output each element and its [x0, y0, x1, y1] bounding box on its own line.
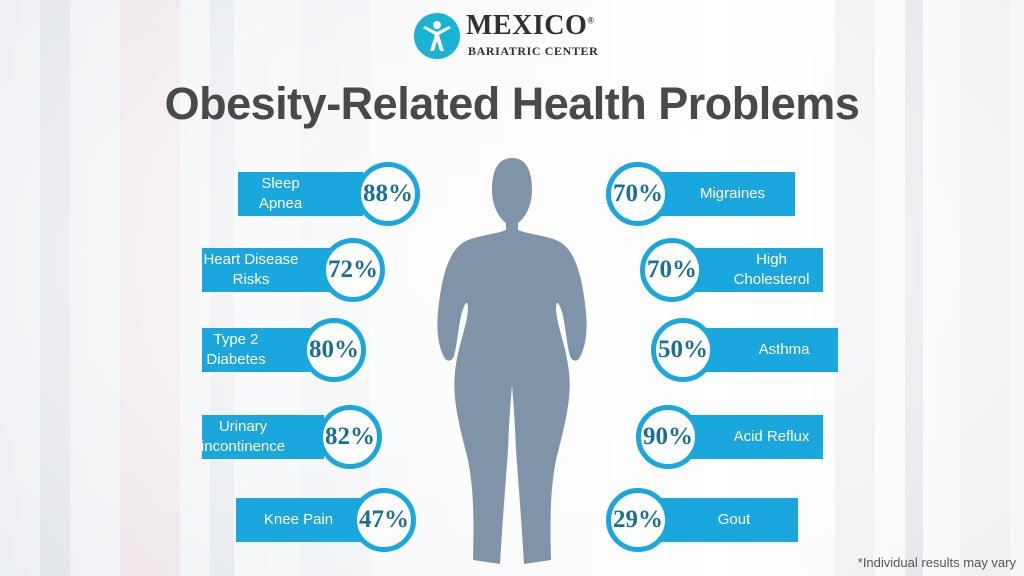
left-problem-label: Urinary incontinence [201, 415, 324, 459]
person-icon [414, 13, 460, 59]
right-problem-percent: 50% [651, 318, 715, 382]
disclaimer-note: *Individual results may vary [857, 555, 1016, 570]
right-problem-percent: 29% [606, 488, 670, 552]
page-title: Obesity-Related Health Problems [164, 78, 860, 129]
right-problem-label: High Cholesterol [680, 248, 823, 292]
logo-wordmark: MEXICO® [466, 10, 595, 41]
left-problem-label: Type 2 Diabetes [202, 328, 310, 372]
left-problem-percent: 82% [318, 405, 382, 469]
left-problem-percent: 47% [352, 488, 416, 552]
left-problem-label: Sleep Apnea [238, 172, 363, 216]
right-problem-label: Acid Reflux [680, 415, 823, 459]
left-problem-percent: 80% [302, 318, 366, 382]
brand-logo[interactable]: MEXICO® BARIATRIC CENTER [414, 10, 614, 62]
right-problem-percent: 70% [640, 238, 704, 302]
right-problem-percent: 70% [606, 162, 670, 226]
left-problem-percent: 88% [356, 162, 420, 226]
left-problem-percent: 72% [321, 238, 385, 302]
right-problem-percent: 90% [636, 405, 700, 469]
left-problem-label: Heart Disease Risks [202, 248, 340, 292]
logo-subtitle: BARIATRIC CENTER [468, 44, 599, 58]
